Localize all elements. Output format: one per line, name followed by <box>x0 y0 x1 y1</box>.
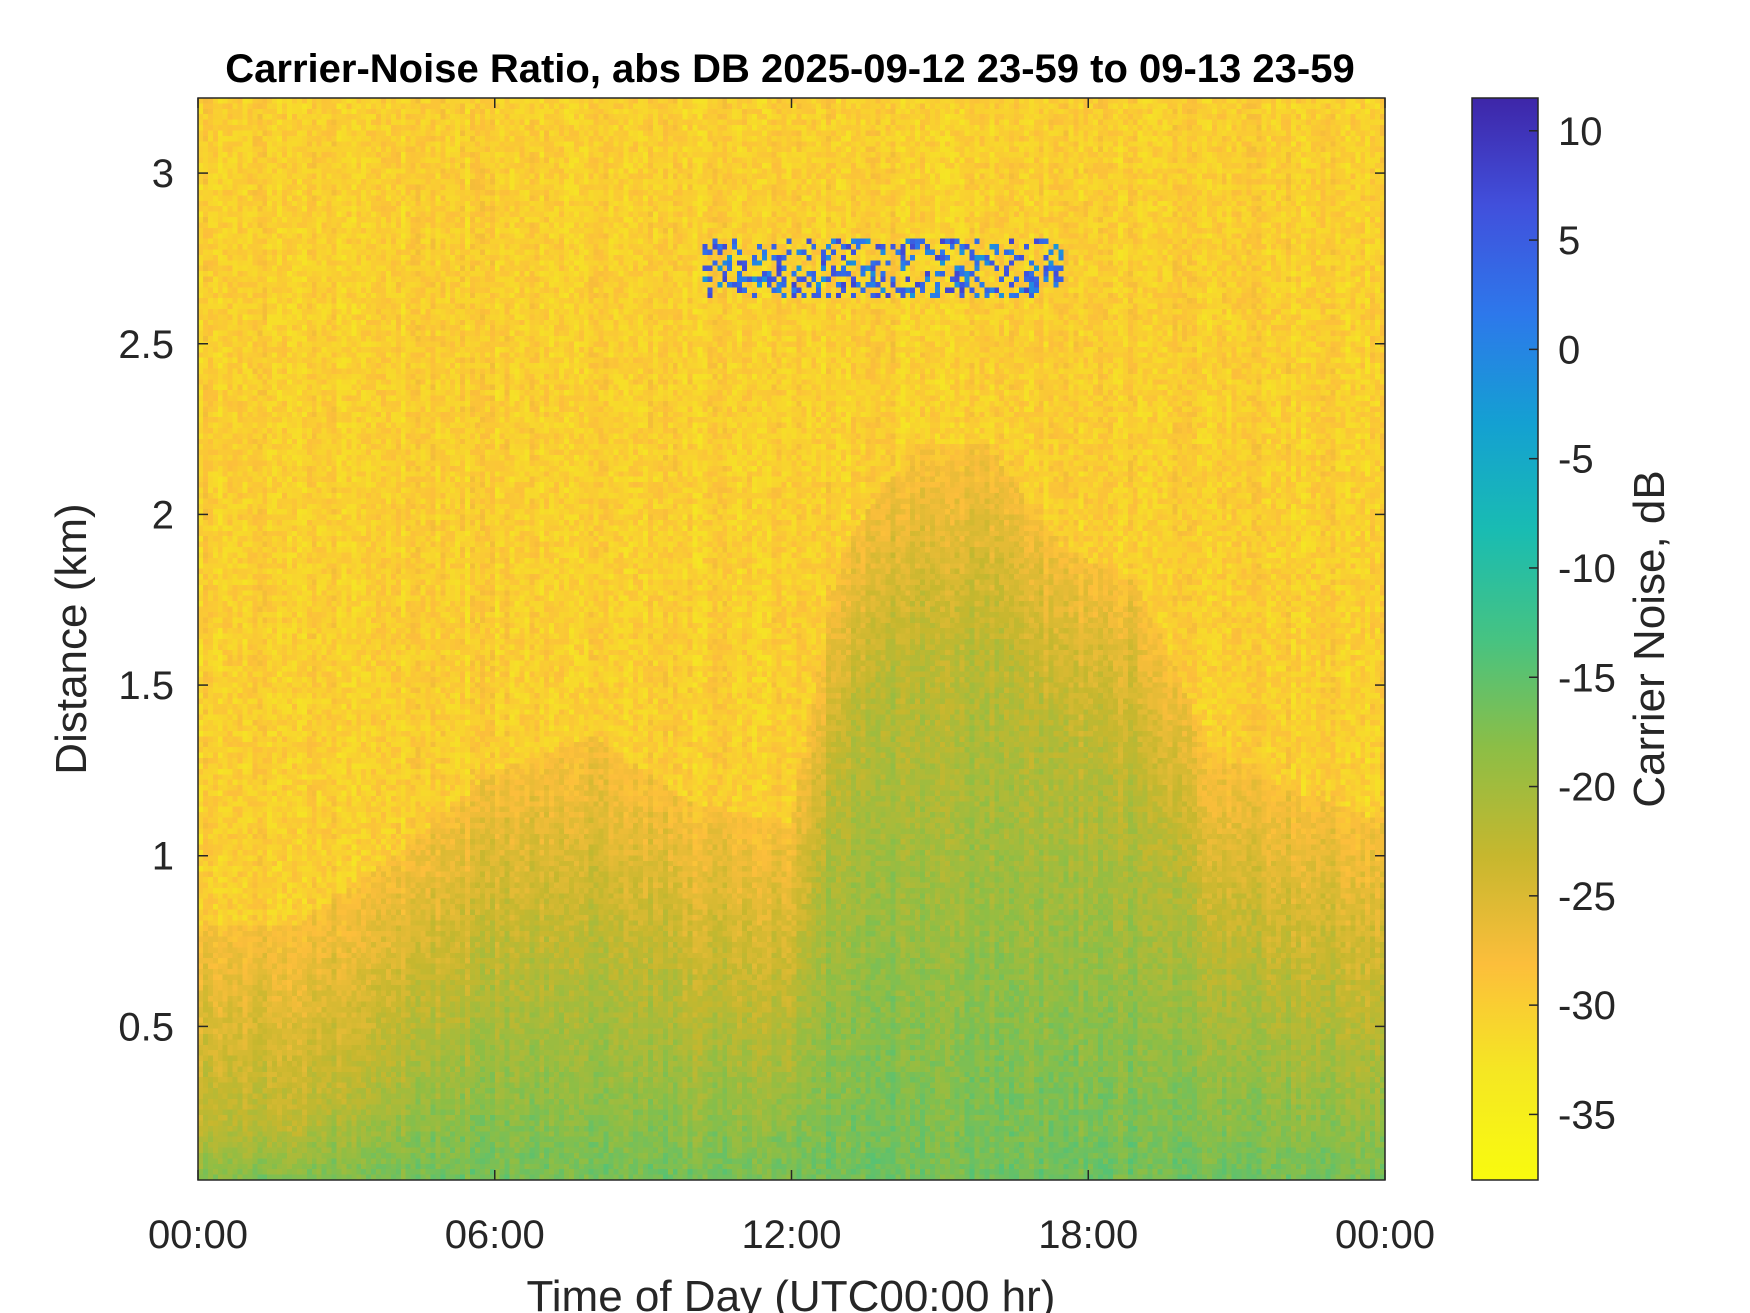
colorbar-title: Carrier Noise, dB <box>1625 470 1674 807</box>
y-tick-label: 1.5 <box>118 664 174 708</box>
heatmap <box>198 98 1385 1180</box>
chart-title: Carrier-Noise Ratio, abs DB 2025-09-12 2… <box>225 47 1354 91</box>
x-tick-label: 18:00 <box>1038 1213 1138 1257</box>
colorbar-tick-label: -30 <box>1558 984 1616 1028</box>
colorbar-tick-label: -5 <box>1558 438 1594 482</box>
x-tick-label: 06:00 <box>445 1213 545 1257</box>
x-tick-label: 00:00 <box>1335 1213 1435 1257</box>
y-tick-label: 3 <box>152 152 174 196</box>
colorbar-tick-label: 5 <box>1558 219 1580 263</box>
y-tick-label: 0.5 <box>118 1005 174 1049</box>
y-tick-label: 2.5 <box>118 323 174 367</box>
x-axis-title: Time of Day (UTC00:00 hr) <box>527 1272 1056 1313</box>
heatmap-image <box>198 98 1385 1180</box>
y-tick-label: 2 <box>152 493 174 537</box>
colorbar-tick-label: -15 <box>1558 656 1616 700</box>
x-axis: 00:00 06:00 12:00 18:00 00:00 <box>148 98 1435 1257</box>
x-tick-label: 00:00 <box>148 1213 248 1257</box>
colorbar-frame <box>1471 97 1539 1181</box>
colorbar-ticks: 10 5 0 -5 -10 -15 -20 -25 -30 -35 <box>1529 110 1616 1137</box>
colorbar-tick-label: 0 <box>1558 328 1580 372</box>
colorbar: 10 5 0 -5 -10 -15 -20 -25 -30 -35 <box>1471 97 1616 1181</box>
y-axis: 0.5 1 1.5 2 2.5 3 <box>118 152 1385 1049</box>
colorbar-fill <box>1472 98 1538 1180</box>
colorbar-tick-label: -20 <box>1558 766 1616 810</box>
colorbar-tick-label: -35 <box>1558 1093 1616 1137</box>
colorbar-tick-label: -10 <box>1558 547 1616 591</box>
colorbar-tick-label: -25 <box>1558 875 1616 919</box>
x-tick-label: 12:00 <box>741 1213 841 1257</box>
y-tick-label: 1 <box>152 835 174 879</box>
colorbar-gradient <box>1472 98 1538 1180</box>
y-axis-title: Distance (km) <box>47 503 96 774</box>
colorbar-tick-label: 10 <box>1558 110 1603 154</box>
